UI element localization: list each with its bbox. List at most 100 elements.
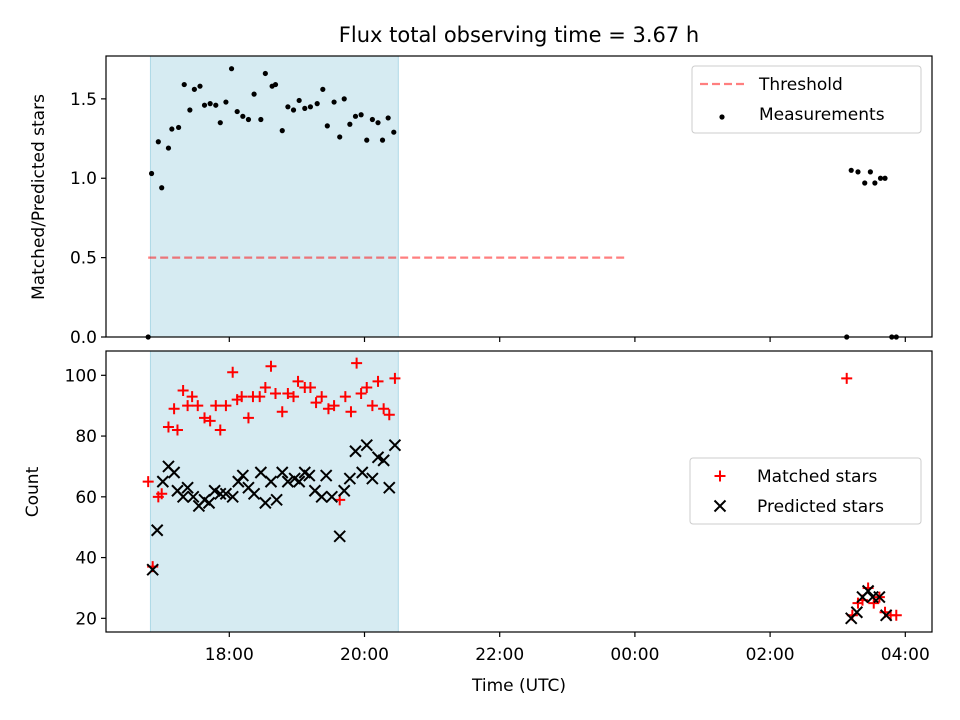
- data-point: [320, 86, 326, 92]
- data-point: [220, 400, 232, 412]
- data-point: [146, 563, 159, 576]
- data-point: [156, 488, 168, 500]
- data-point: [304, 381, 316, 393]
- y-tick-label: 80: [75, 427, 97, 447]
- x-tick-label: 00:00: [610, 645, 659, 665]
- data-point: [315, 490, 328, 504]
- data-point: [169, 126, 175, 132]
- x-tick-label: 22:00: [475, 645, 524, 665]
- data-point: [841, 372, 853, 384]
- legend-marker: [713, 499, 727, 513]
- x-axis-label: Time (UTC): [471, 676, 566, 696]
- data-point: [296, 97, 302, 104]
- data-point: [337, 134, 343, 140]
- axes-frame: [105, 350, 933, 633]
- data-point: [319, 469, 333, 482]
- data-point: [148, 170, 155, 177]
- data-point: [310, 397, 322, 409]
- data-point: [259, 381, 271, 393]
- data-point: [227, 366, 239, 378]
- data-point: [333, 530, 346, 543]
- data-point: [391, 129, 397, 135]
- data-point: [156, 475, 170, 488]
- data-point: [872, 180, 878, 186]
- data-point: [341, 96, 347, 102]
- data-point: [302, 105, 308, 111]
- data-point: [882, 175, 888, 181]
- legend-label: Predicted stars: [757, 497, 884, 517]
- data-point: [364, 137, 370, 143]
- data-point: [217, 120, 223, 126]
- data-point: [355, 388, 367, 400]
- data-point: [272, 81, 279, 88]
- data-point: [176, 124, 182, 131]
- data-point: [322, 403, 334, 415]
- legend-label: Measurements: [759, 105, 885, 125]
- series-predicted-stars: [146, 438, 893, 625]
- data-point: [282, 388, 294, 400]
- data-point: [182, 400, 194, 412]
- bottom-y-axis-label: Count: [23, 466, 43, 517]
- data-point: [360, 438, 373, 452]
- data-point: [204, 415, 216, 427]
- data-point: [347, 121, 353, 127]
- data-point: [210, 400, 222, 412]
- data-point: [388, 438, 402, 452]
- data-point: [226, 490, 239, 504]
- y-tick-label: 0.0: [70, 328, 97, 348]
- data-point: [379, 137, 386, 143]
- data-point: [290, 107, 297, 113]
- series-matched-stars: [142, 357, 902, 621]
- data-point: [259, 496, 272, 510]
- data-point: [207, 101, 213, 107]
- data-point: [385, 115, 391, 121]
- legend-box: [691, 65, 922, 134]
- data-point: [276, 466, 289, 479]
- data-point: [855, 169, 861, 175]
- data-point: [187, 490, 200, 504]
- data-point: [328, 400, 340, 412]
- data-point: [314, 101, 320, 107]
- data-point: [372, 375, 384, 387]
- data-point: [358, 112, 364, 118]
- data-point: [331, 99, 337, 105]
- data-point: [181, 481, 194, 494]
- data-point: [351, 357, 363, 369]
- data-point: [240, 113, 246, 119]
- data-point: [279, 128, 285, 134]
- top-y-axis-label: Matched/Predicted stars: [29, 94, 49, 300]
- data-point: [366, 472, 379, 485]
- y-tick-label: 40: [75, 549, 97, 569]
- data-point: [316, 391, 328, 403]
- y-tick-label: 60: [75, 488, 97, 508]
- legend-marker: [719, 114, 725, 120]
- data-point: [338, 484, 351, 497]
- x-tick-label: 02:00: [746, 645, 795, 665]
- axes-frame: [105, 55, 933, 338]
- data-point: [339, 391, 351, 403]
- data-point: [159, 185, 165, 191]
- data-point: [356, 466, 369, 479]
- data-point: [192, 400, 204, 412]
- data-point: [265, 360, 277, 372]
- data-point: [867, 169, 873, 175]
- data-point: [236, 391, 248, 403]
- series-measurements: [145, 66, 899, 340]
- data-point: [223, 99, 229, 105]
- data-point: [850, 606, 864, 619]
- data-point: [281, 475, 295, 488]
- data-point: [375, 120, 381, 126]
- data-point: [245, 116, 252, 123]
- data-point: [862, 180, 868, 186]
- data-point: [176, 490, 190, 504]
- data-point: [187, 107, 193, 113]
- data-point: [345, 406, 357, 418]
- data-point: [155, 139, 161, 145]
- legend-box: [689, 457, 922, 525]
- x-tick-label: 18:00: [205, 645, 254, 665]
- data-point: [877, 175, 884, 181]
- data-point: [228, 66, 235, 72]
- data-point: [181, 81, 187, 88]
- y-tick-label: 100: [65, 366, 97, 386]
